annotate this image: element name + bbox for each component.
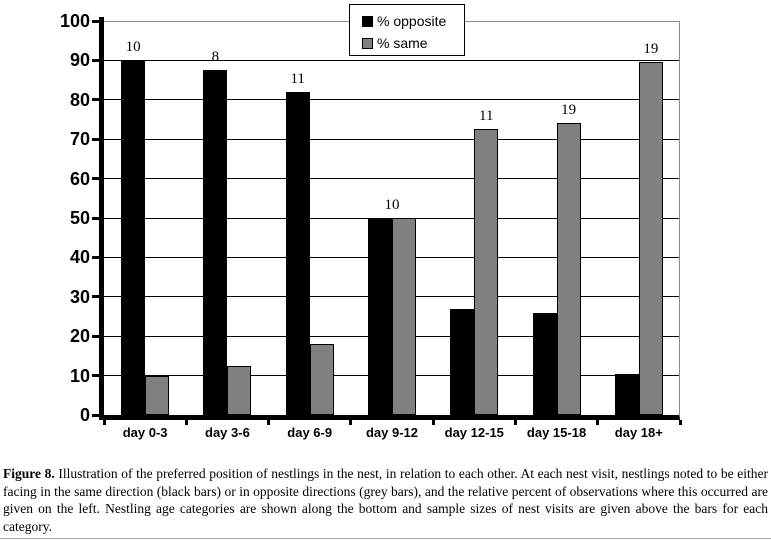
- y-axis-tick-60: [92, 177, 100, 181]
- sample-size-label: 10: [384, 197, 400, 213]
- plot-area: 10 8 11 10 11 19 19: [92, 17, 682, 425]
- bar-group-day-3-6: [186, 21, 268, 415]
- x-axis-tick-3: [349, 420, 353, 425]
- y-axis-tick-90: [92, 58, 100, 62]
- figure-caption-label: Figure 8.: [3, 466, 55, 481]
- figure-caption: Figure 8. Illustration of the preferred …: [3, 465, 768, 535]
- y-axis-cap: [99, 17, 104, 21]
- y-tick-label-40: 40: [69, 247, 90, 268]
- bar-group-day-0-3: [104, 21, 186, 415]
- sample-size-label: 11: [479, 108, 494, 125]
- x-axis-tick-7: [678, 420, 682, 425]
- y-tick-label-10: 10: [69, 365, 90, 386]
- y-axis-labels: 0 10 20 30 40 50 60 70 80 90 100: [0, 11, 90, 425]
- bar-opposite-day-15-18: [532, 312, 557, 415]
- x-axis-tick-2: [267, 420, 271, 425]
- y-axis-tick-20: [92, 334, 100, 338]
- x-category-label-day-18+: day 18+: [614, 425, 663, 440]
- legend-item-opposite: % opposite: [362, 10, 464, 32]
- y-axis-tick-10: [92, 374, 100, 378]
- figure-caption-text: Illustration of the preferred position o…: [3, 466, 768, 534]
- bar-group-day-6-9: [269, 21, 351, 415]
- legend-swatch-opposite-icon: [362, 15, 373, 27]
- x-axis-tick-0: [102, 420, 106, 425]
- legend-swatch-same-icon: [362, 37, 373, 49]
- legend-label: % same: [377, 35, 428, 51]
- gridline-70: [104, 138, 679, 140]
- y-axis-tick-80: [92, 98, 100, 102]
- y-axis-tick-100: [92, 19, 100, 23]
- x-axis-tick-5: [513, 420, 517, 425]
- y-axis-tick-50: [92, 216, 100, 220]
- bar-opposite-day-18+: [614, 373, 639, 415]
- y-tick-label-0: 0: [79, 405, 90, 425]
- y-tick-label-90: 90: [69, 50, 90, 71]
- legend-item-same: % same: [362, 32, 464, 54]
- y-tick-label-60: 60: [69, 168, 90, 189]
- bar-opposite-day-0-3: [121, 60, 146, 415]
- x-category-label-day-0-3: day 0-3: [122, 425, 168, 440]
- x-axis-tick-1: [184, 420, 188, 425]
- bar-same-day-9-12: [391, 218, 416, 415]
- bar-group-day-12-15: [433, 21, 515, 415]
- sample-size-label: 10: [125, 39, 141, 56]
- bottom-divider: [0, 538, 771, 539]
- y-axis-tick-40: [92, 255, 100, 259]
- sample-size-label: 19: [643, 41, 659, 58]
- bar-opposite-day-9-12: [367, 218, 392, 415]
- y-tick-label-30: 30: [69, 286, 90, 307]
- legend-label: % opposite: [377, 13, 447, 29]
- y-tick-label-20: 20: [69, 326, 90, 347]
- x-category-label-day-12-15: day 12-15: [444, 425, 504, 440]
- y-tick-label-50: 50: [69, 208, 90, 228]
- bar-opposite-day-12-15: [450, 308, 475, 415]
- gridline-60: [104, 178, 679, 180]
- bar-opposite-day-3-6: [203, 70, 228, 415]
- gridline-80: [104, 99, 679, 101]
- bar-group-day-15-18: [515, 21, 597, 415]
- y-tick-label-80: 80: [69, 89, 90, 110]
- bar-opposite-day-6-9: [285, 91, 310, 415]
- bar-same-day-3-6: [227, 365, 252, 415]
- sample-size-label: 8: [211, 49, 220, 66]
- sample-size-label: 19: [561, 102, 577, 119]
- x-axis-tick-6: [596, 420, 600, 425]
- sample-size-label: 11: [290, 70, 305, 87]
- bar-same-day-0-3: [145, 375, 170, 415]
- x-category-label-day-9-12: day 9-12: [365, 425, 418, 440]
- y-axis-tick-70: [92, 137, 100, 141]
- x-axis-tick-4: [431, 420, 435, 425]
- bar-same-day-18+: [638, 62, 663, 415]
- bar-same-day-12-15: [474, 129, 499, 415]
- y-axis-tick-30: [92, 295, 100, 299]
- x-category-label-day-15-18: day 15-18: [526, 425, 587, 440]
- bar-same-day-6-9: [309, 344, 334, 415]
- bar-group-day-9-12: [351, 21, 433, 415]
- y-tick-label-70: 70: [69, 129, 90, 150]
- legend: % opposite % same: [349, 4, 465, 56]
- x-category-label-day-3-6: day 3-6: [205, 425, 250, 440]
- gridline-90: [104, 59, 679, 61]
- bar-group-day-18+: [598, 21, 680, 415]
- bar-same-day-15-18: [556, 123, 581, 415]
- x-axis-labels: day 0-3 day 3-6 day 6-9 day 9-12 day 12-15 da…: [104, 425, 680, 445]
- y-tick-label-100: 100: [59, 11, 90, 31]
- y-axis-tick-0: [92, 413, 100, 417]
- x-category-label-day-6-9: day 6-9: [287, 425, 333, 440]
